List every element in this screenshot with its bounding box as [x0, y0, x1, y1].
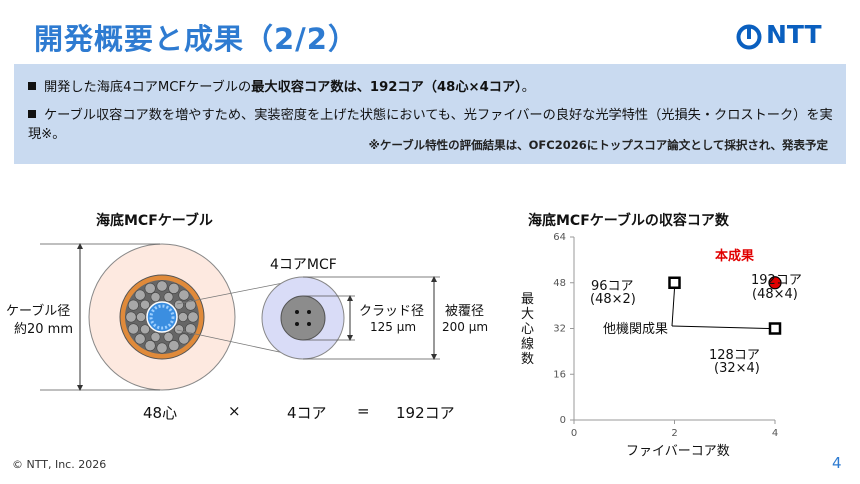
bullet1-prefix: 開発した海底4コアMCFケーブルの	[44, 80, 252, 95]
steel-wire	[144, 340, 156, 352]
steel-wire	[163, 332, 174, 342]
steel-wire	[136, 312, 146, 322]
point-sublabel-128: (32×4)	[714, 361, 760, 376]
cable-diameter-value: 約20 mm	[14, 322, 74, 337]
point-label-96: 96コア	[591, 279, 634, 294]
steel-wire	[156, 280, 168, 292]
summary-bullet-1: 開発した海底4コアMCFケーブルの最大収容コア数は、192コア（48心×4コア）…	[28, 78, 535, 97]
other-work-connector	[671, 325, 770, 329]
cladding-label: クラッド径	[359, 304, 425, 319]
steel-wire	[140, 299, 150, 310]
steel-wire	[134, 333, 146, 345]
steel-wire	[174, 324, 184, 335]
steel-wire	[150, 292, 161, 302]
steel-wire	[168, 340, 180, 352]
summary-box: 開発した海底4コアMCFケーブルの最大収容コア数は、192コア（48心×4コア）…	[14, 64, 846, 164]
steel-wire	[156, 342, 168, 354]
steel-wire	[174, 299, 184, 310]
coating-label: 被覆径	[445, 304, 485, 319]
bullet-square-icon	[28, 110, 36, 118]
steel-wire	[178, 289, 190, 301]
ntt-logo: NTT	[736, 20, 832, 52]
y-tick-label: 0	[560, 415, 566, 426]
other-work-label: 他機関成果	[603, 322, 669, 337]
steel-wire	[178, 333, 190, 345]
data-point-this-work	[768, 276, 782, 290]
summary-bullet-2: ケーブル収容コア数を増やすため、実装密度を上げた状態においても、光ファイバーの良…	[28, 106, 833, 144]
y-tick-label: 64	[553, 232, 566, 243]
cable-diameter-label: ケーブル径	[6, 304, 71, 319]
steel-wire	[163, 292, 174, 302]
logo-text: NTT	[766, 20, 822, 49]
point-sublabel-96: (48×2)	[590, 292, 636, 307]
y-tick-label: 48	[553, 278, 566, 289]
steel-wire	[150, 332, 161, 342]
cable-wires	[125, 280, 199, 354]
fiber-bundle	[149, 304, 175, 330]
chart-title: 海底MCFケーブルの収容コア数	[528, 213, 729, 229]
page-title: 開発概要と成果（2/2）	[34, 22, 358, 56]
ntt-circle-logo-icon	[736, 24, 762, 50]
steel-wire	[144, 282, 156, 294]
point-label-192: 192コア	[751, 273, 802, 288]
x-tick-label: 2	[671, 428, 677, 439]
steel-wire	[168, 282, 180, 294]
this-work-label: 本成果	[715, 249, 755, 264]
data-point-other	[768, 322, 782, 335]
x-tick-label: 0	[571, 428, 577, 439]
other-work-connector	[671, 288, 675, 327]
y-tick-label: 32	[553, 324, 566, 335]
equation-equals: =	[357, 402, 370, 420]
coating-value: 200 μm	[442, 320, 489, 334]
steel-wire	[127, 323, 139, 335]
point-sublabel-192: (48×4)	[752, 287, 798, 302]
chart-y-label: 最大心線数	[521, 292, 535, 367]
steel-wire	[127, 299, 139, 311]
bullet2-text: ケーブル収容コア数を増やすため、実装密度を上げた状態においても、光ファイバーの良…	[28, 108, 833, 142]
steel-wire	[134, 289, 146, 301]
steel-wire	[178, 312, 188, 322]
chart-x-label: ファイバーコア数	[626, 444, 730, 459]
equation-fibers: 48心	[143, 404, 178, 422]
steel-wire	[140, 324, 150, 335]
footnote: ※ケーブル特性の評価結果は、OFC2026にトップスコア論文として採択され、発表…	[368, 138, 828, 152]
steel-wire	[185, 299, 197, 311]
page-number: 4	[832, 454, 842, 472]
y-tick-label: 16	[553, 369, 566, 380]
bullet1-suffix: 。	[521, 80, 535, 95]
equation-times: ×	[228, 402, 241, 420]
equation-cores: 4コア	[287, 404, 327, 422]
cable-diagram-title: 海底MCFケーブル	[96, 213, 213, 229]
point-label-128: 128コア	[709, 348, 760, 363]
steel-wire	[185, 323, 197, 335]
cladding-value: 125 μm	[370, 320, 417, 334]
mcf-label: 4コアMCF	[270, 257, 337, 273]
equation-total: 192コア	[396, 404, 455, 422]
bullet-square-icon	[28, 82, 36, 90]
data-point-other	[668, 276, 681, 289]
bullet1-bold: 最大収容コア数は、192コア（48心×4コア）	[251, 80, 522, 95]
x-tick-label: 4	[772, 428, 778, 439]
copyright: © NTT, Inc. 2026	[12, 458, 107, 471]
